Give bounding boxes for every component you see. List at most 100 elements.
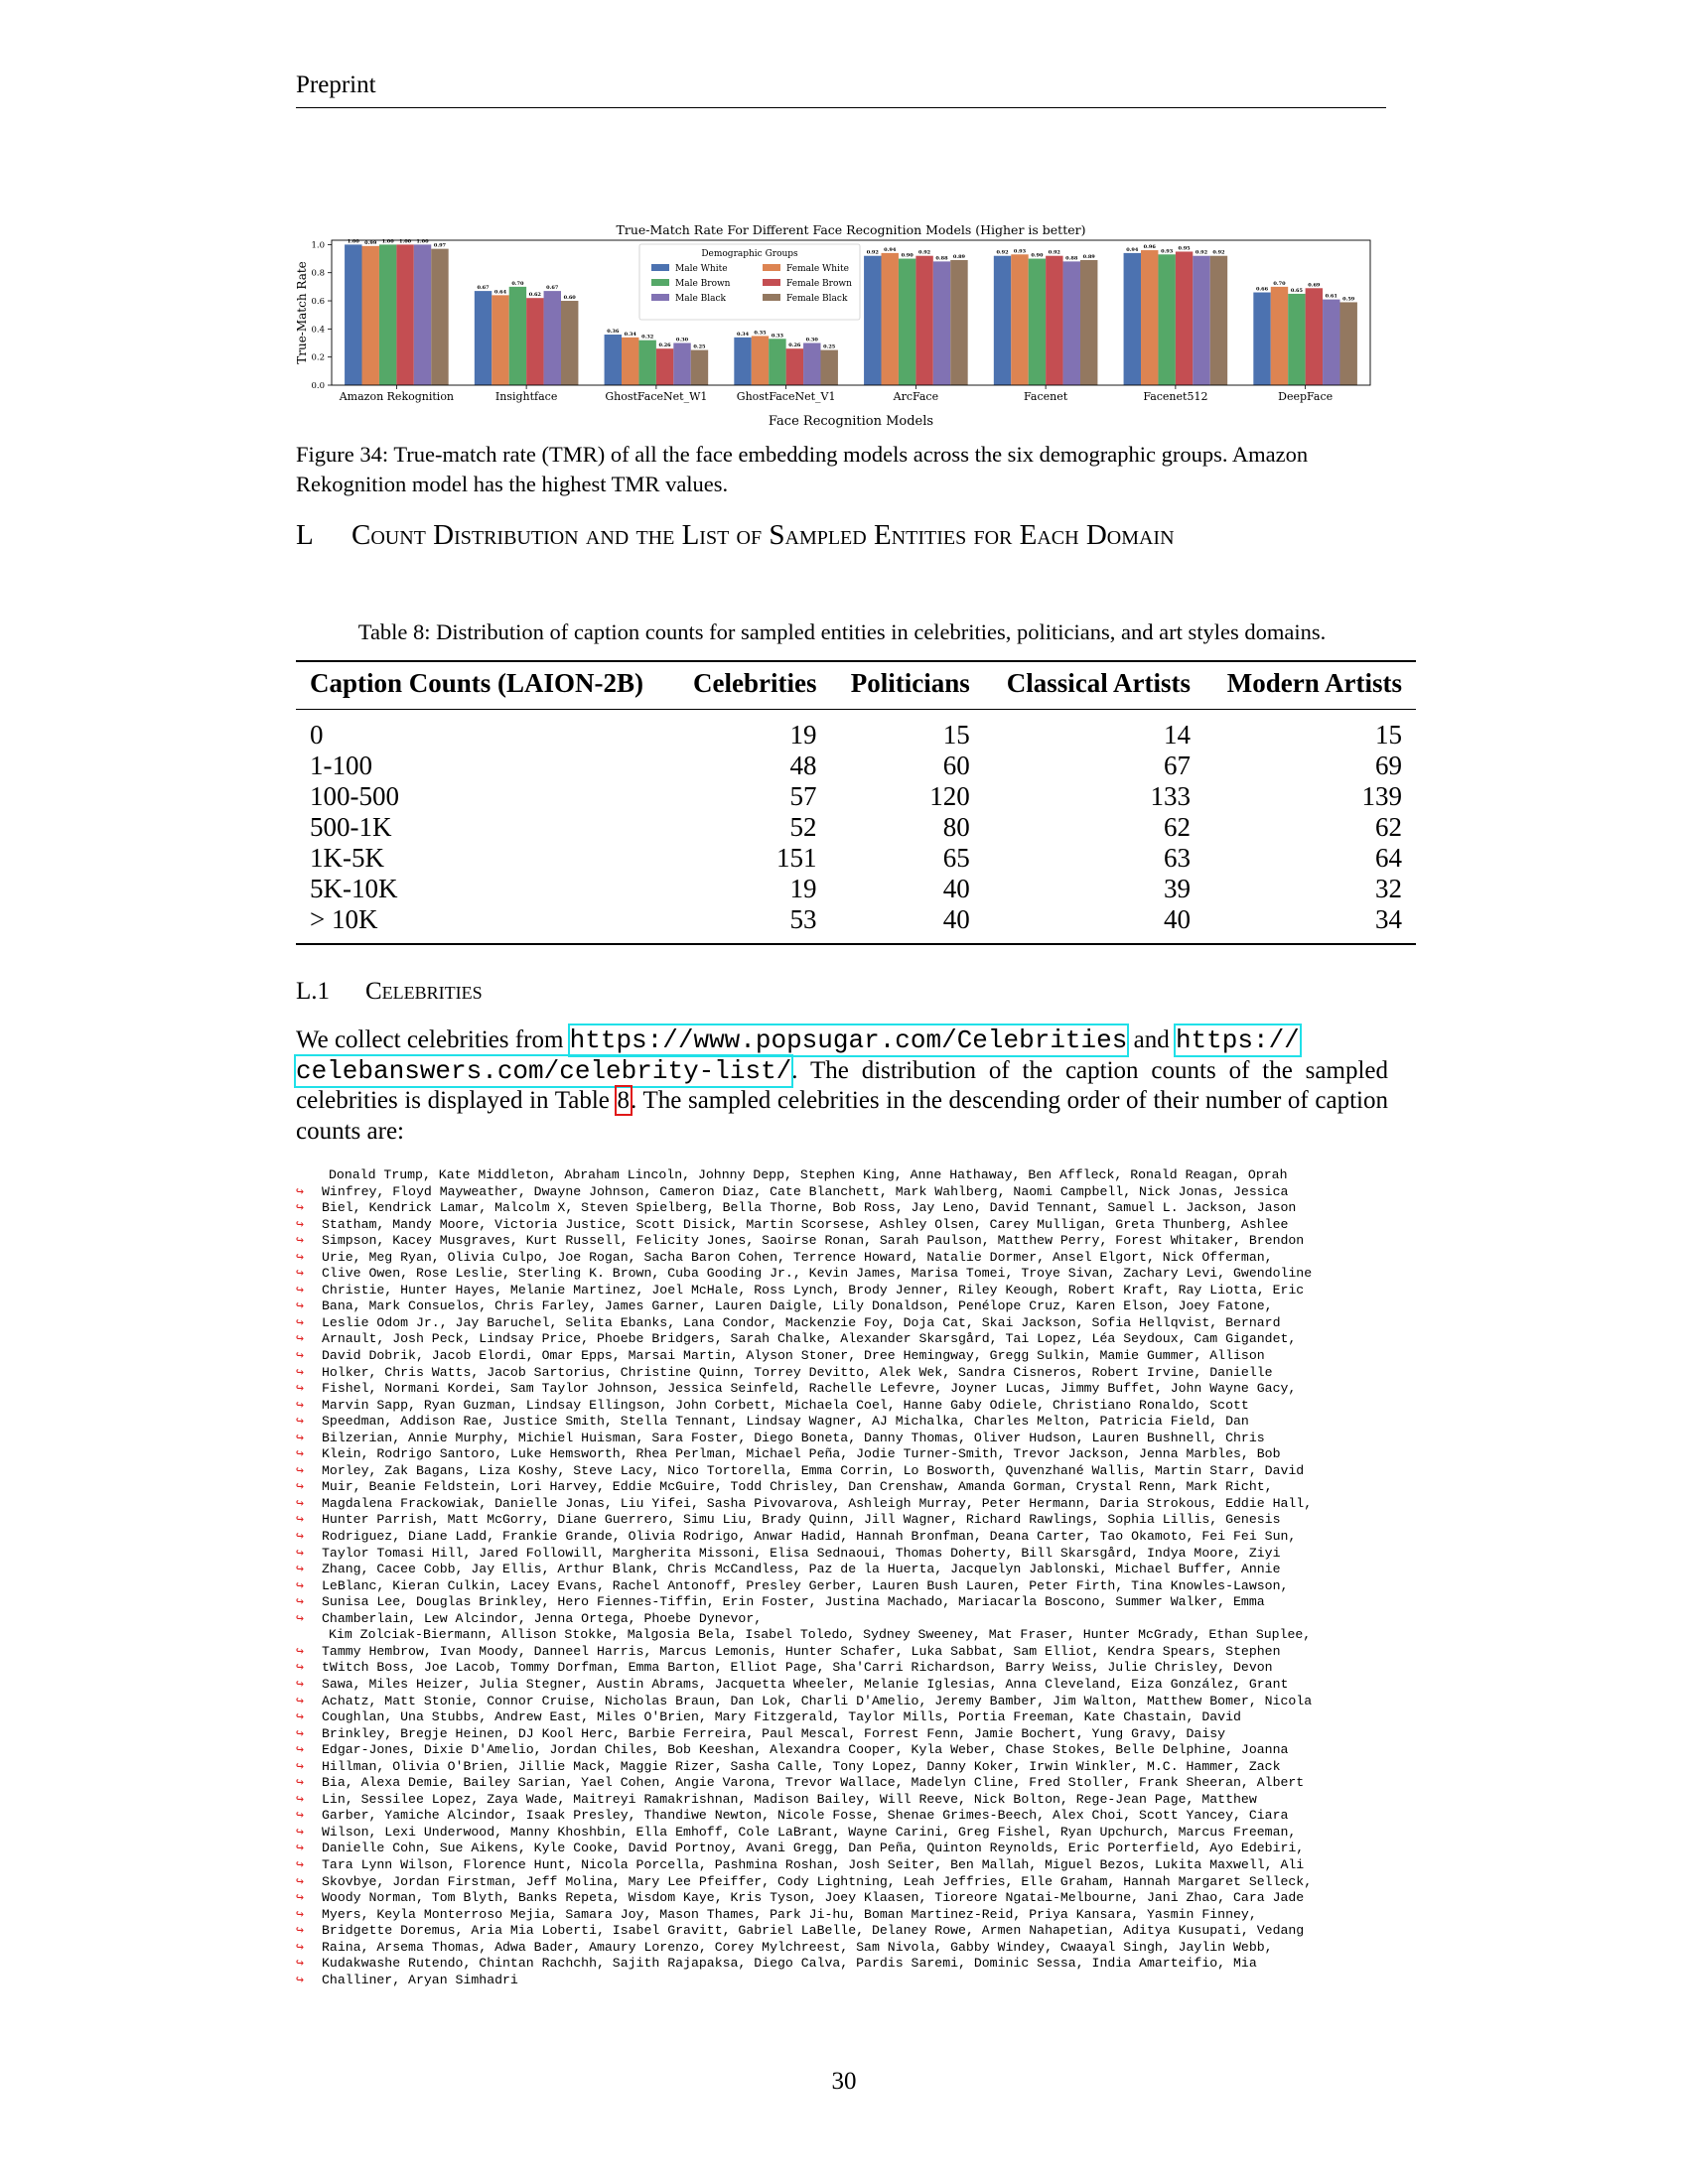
line-continuation-icon: ↪ [296,1183,304,1199]
section-number: L [296,519,314,551]
section-title: Count Distribution and the List of Sampl… [352,519,1175,551]
line-continuation-icon: ↪ [296,1808,304,1824]
line-continuation-icon: ↪ [296,1216,304,1232]
code-line: ↪ Woody Norman, Tom Blyth, Banks Repeta, … [296,1890,1398,1907]
bar-value-label: 0.90 [902,253,914,259]
celebrity-names: Kim Zolciak-Biermann, Allison Stokke, Ma… [329,1627,1312,1643]
celebanswers-link-part1[interactable]: https:// [1173,1024,1302,1057]
table-cell: 0 [310,720,324,750]
table-cell: 14 [1164,720,1192,750]
code-line: ↪ Tammy Hembrow, Ivan Moody, Danneel Harr… [296,1644,1398,1661]
table-cell: 1-100 [310,751,372,780]
bar-value-label: 0.93 [1161,248,1174,254]
celebrity-names: Clive Owen, Rose Leslie, Sterling K. Bro… [322,1266,1313,1282]
celebrity-names: Hunter Parrish, Matt McGorry, Diane Guer… [322,1512,1281,1528]
bar-value-label: 0.92 [1049,250,1061,256]
celebrity-names: Sunisa Lee, Douglas Brinkley, Hero Fienn… [322,1594,1265,1610]
celebrity-names: Bana, Mark Consuelos, Chris Farley, Jame… [322,1298,1273,1314]
bar [769,339,786,385]
table-cell: 53 [789,904,817,934]
line-continuation-icon: ↪ [296,1742,304,1758]
celebrity-names: Fishel, Normani Kordei, Sam Taylor Johns… [322,1381,1297,1397]
bar [734,337,752,385]
bar [1253,292,1271,385]
table-header-cell: Modern Artists [1226,668,1402,698]
figure-caption: Figure 34: True-match rate (TMR) of all … [296,442,1309,496]
table-cell: 64 [1375,843,1402,873]
bar-value-label: 0.92 [1196,250,1208,256]
code-line: ↪ Wilson, Lexi Underwood, Manny Khoshbin,… [296,1825,1398,1842]
line-continuation-icon: ↪ [296,1282,304,1297]
table-row: 500-1K 52 80 62 62 [296,812,1416,843]
code-line: ↪ Bana, Mark Consuelos, Chris Farley, Jam… [296,1298,1398,1315]
legend-swatch [651,279,669,286]
code-line: ↪ Raina, Arsema Thomas, Adwa Bader, Amaur… [296,1940,1398,1957]
celebrity-names: Arnault, Josh Peck, Lindsay Price, Phoeb… [322,1331,1297,1347]
y-tick-label: 0.8 [311,269,325,279]
bar [673,342,691,385]
x-tick-label: Insightface [495,390,557,403]
celebrity-names: Magdalena Frackowiak, Danielle Jonas, Li… [322,1495,1313,1511]
celebrity-names: Danielle Cohn, Sue Aikens, Kyle Cooke, D… [322,1841,1305,1856]
line-continuation-icon: ↪ [296,1348,304,1364]
celebrity-names: Garber, Yamiche Alcindor, Isaak Presley,… [322,1808,1289,1824]
table-cell: 48 [789,751,817,780]
bar-value-label: 0.94 [1126,247,1139,253]
line-continuation-icon: ↪ [296,1956,304,1972]
celebrity-names: Brinkley, Bregje Heinen, DJ Kool Herc, B… [322,1725,1226,1741]
line-continuation-icon: ↪ [296,1314,304,1330]
chart-title: True-Match Rate For Different Face Recog… [617,222,1086,237]
celebanswers-link-part2[interactable]: celebanswers.com/celebrity-list/ [293,1053,794,1088]
bar-value-label: 0.32 [641,335,654,341]
legend-entry: Female White [786,264,849,274]
code-line: ↪ Taylor Tomasi Hill, Jared Followill, Ma… [296,1546,1398,1563]
legend-box [638,243,861,321]
code-line: ↪ Marvin Sapp, Ryan Guzman, Lindsay Ellin… [296,1398,1398,1415]
code-line: ↪ Brinkley, Bregje Heinen, DJ Kool Herc, … [296,1726,1398,1743]
popsugar-link[interactable]: https://www.popsugar.com/Celebrities [567,1024,1130,1057]
celebrity-names: Leslie Odom Jr., Jay Baruchel, Selita Eb… [322,1314,1281,1330]
celebrity-names: Winfrey, Floyd Mayweather, Dwayne Johnso… [322,1183,1289,1199]
bar [881,252,899,385]
celebrity-names: Skovbye, Jordan Firstman, Jeff Molina, M… [322,1873,1313,1889]
celebrity-names: Woody Norman, Tom Blyth, Banks Repeta, W… [322,1890,1305,1906]
table-header-cell: Classical Artists [1006,668,1192,698]
x-tick-label: Facenet512 [1143,390,1207,403]
table-row: 0 19 15 14 15 [296,710,1416,751]
line-continuation-icon: ↪ [296,1873,304,1889]
bar [508,286,527,385]
bar [932,261,951,385]
line-continuation-icon: ↪ [296,1381,304,1397]
celebrity-names: tWitch Boss, Joe Lacob, Tommy Dorfman, E… [322,1660,1273,1676]
code-line: ↪ Christie, Hunter Hayes, Melanie Martine… [296,1283,1398,1299]
bar [431,248,449,385]
bar [560,301,579,385]
table-cell: 62 [1164,812,1192,842]
celebrity-names: Bilzerian, Annie Murphy, Michiel Huisman… [322,1430,1265,1445]
table-caption: Table 8: Distribution of caption counts … [357,619,1327,644]
bar-value-label: 0.90 [1031,253,1044,259]
celebrity-names: Kudakwashe Rutendo, Chintan Rachchh, Saj… [322,1956,1257,1972]
code-line: ↪ Klein, Rodrigo Santoro, Luke Hemsworth,… [296,1446,1398,1463]
bar [820,349,838,385]
table-row: 1-100 48 60 67 69 [296,751,1416,781]
table-cell: 62 [1375,812,1402,842]
bar-value-label: 0.65 [1291,288,1304,294]
bar-value-label: 0.70 [1273,281,1286,287]
intro-paragraph: We collect celebrities from https://www.… [293,1024,1388,1147]
celebrity-names: Morley, Zak Bagans, Liza Koshy, Steve La… [322,1462,1305,1478]
line-continuation-icon: ↪ [296,1939,304,1955]
bar [1062,261,1080,385]
code-line: ↪ Winfrey, Floyd Mayweather, Dwayne Johns… [296,1184,1398,1201]
bar [1339,302,1357,385]
bar [864,255,882,385]
code-line: ↪ Clive Owen, Rose Leslie, Sterling K. Br… [296,1266,1398,1283]
line-continuation-icon: ↪ [296,1841,304,1856]
celebrity-names: Speedman, Addison Rae, Justice Smith, St… [322,1414,1249,1430]
table-row: 100-500 57 120 133 139 [296,781,1416,812]
celebrity-names: David Dobrik, Jacob Elordi, Omar Epps, M… [322,1348,1265,1364]
table-reference-link[interactable]: 8 [614,1085,633,1116]
celebrity-names: Edgar-Jones, Dixie D'Amelio, Jordan Chil… [322,1742,1289,1758]
line-continuation-icon: ↪ [296,1397,304,1413]
bar-value-label: 0.67 [477,285,490,291]
